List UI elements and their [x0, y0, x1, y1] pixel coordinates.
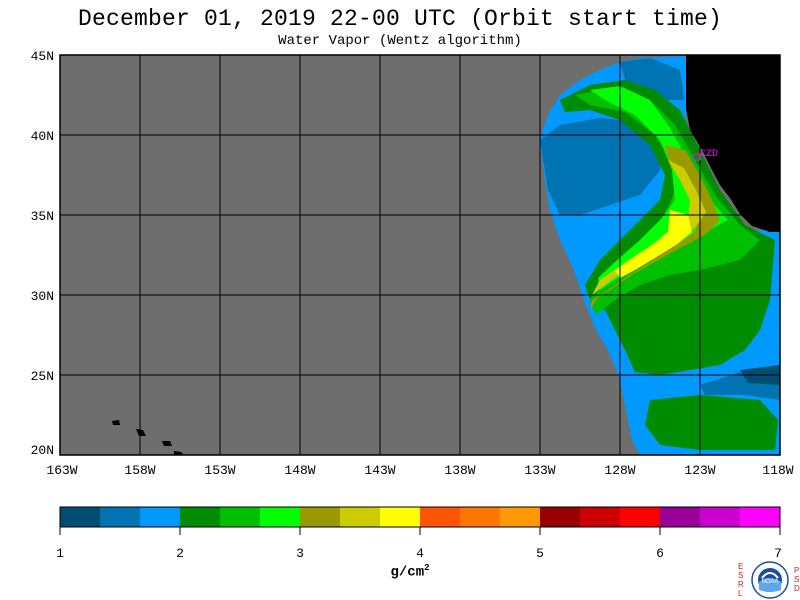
colorbar-cell — [100, 507, 141, 527]
lon-label-123w: 123W — [684, 463, 715, 478]
hawaii-island-maui — [162, 441, 172, 446]
logo-letter-d: D — [794, 584, 800, 593]
colorbar-cell — [140, 507, 181, 527]
logo-letter-p: P — [794, 566, 800, 575]
colorbar-label-7: 7 — [774, 546, 782, 561]
logo-letter-s: S — [738, 571, 744, 580]
colorbar-cell — [300, 507, 341, 527]
colorbar-label-5: 5 — [536, 546, 544, 561]
units-text: g/cm — [390, 564, 425, 581]
logo-letter-e: E — [738, 562, 744, 571]
lon-label-153w: 153W — [204, 463, 235, 478]
noaa-esrl-psd-logo: E S R L NOAA P S D — [736, 558, 800, 600]
colorbar-cell — [340, 507, 381, 527]
colorbar-cell — [620, 507, 661, 527]
colorbar-units: g/cm2 — [380, 563, 440, 581]
lon-label-118w: 118W — [762, 463, 793, 478]
hawaii-island-big — [174, 451, 184, 455]
lon-label-133w: 133W — [524, 463, 555, 478]
colorbar-label-4: 4 — [416, 546, 424, 561]
colorbar-label-3: 3 — [296, 546, 304, 561]
lon-labels: 163W 158W 153W 148W 143W 138W 133W 128W … — [46, 463, 793, 478]
swath-peak-vapor — [615, 210, 692, 278]
station-marker: CZD — [693, 149, 718, 161]
colorbar-cell — [580, 507, 621, 527]
swath-very-low-vapor — [540, 118, 660, 215]
lat-label-30: 30N — [31, 289, 54, 304]
water-vapor-field — [112, 55, 780, 455]
colorbar-cell — [380, 507, 421, 527]
colorbar-labels: 1 2 3 4 5 6 7 — [56, 546, 782, 561]
colorbar-ticks — [59, 527, 781, 535]
north-america-land — [686, 55, 780, 232]
swath-mid-vapor-south — [645, 395, 778, 450]
colorbar-cell — [460, 507, 501, 527]
colorbar-cell — [740, 507, 781, 527]
colorbar-cell — [260, 507, 301, 527]
logo-letter-r: R — [738, 580, 744, 589]
logo-letter-l: L — [738, 589, 743, 598]
lon-label-138w: 138W — [444, 463, 475, 478]
hawaii-island-kauai — [112, 420, 120, 425]
station-box — [693, 153, 701, 161]
noaa-emblem-icon: NOAA — [751, 561, 789, 599]
colorbar-cell — [220, 507, 261, 527]
lat-label-45: 45N — [31, 49, 54, 64]
colorbar-cell — [660, 507, 701, 527]
colorbar-cell — [420, 507, 461, 527]
lon-label-163w: 163W — [46, 463, 77, 478]
map-frame — [59, 54, 781, 456]
logo-center-text: NOAA — [761, 579, 778, 585]
lat-label-20: 20N — [31, 443, 54, 458]
colorbar-label-1: 1 — [56, 546, 64, 561]
map-title: December 01, 2019 22-00 UTC (Orbit start… — [77, 6, 723, 32]
lon-label-148w: 148W — [284, 463, 315, 478]
lon-label-128w: 128W — [604, 463, 635, 478]
units-exponent: 2 — [424, 563, 430, 573]
colorbar-cell — [500, 507, 541, 527]
colorbar-cell — [180, 507, 221, 527]
colorbar-cell — [60, 507, 101, 527]
lon-label-158w: 158W — [124, 463, 155, 478]
map-subtitle: Water Vapor (Wentz algorithm) — [278, 33, 522, 49]
colorbar-cell — [700, 507, 741, 527]
colorbar-label-2: 2 — [176, 546, 184, 561]
lon-label-143w: 143W — [364, 463, 395, 478]
logo-letter-s2: S — [794, 575, 800, 584]
swath-very-low-vapor-2 — [620, 58, 684, 100]
lat-labels: 45N 40N 35N 30N 25N 20N — [31, 49, 54, 458]
hawaii-island-oahu — [136, 429, 146, 436]
lat-label-35: 35N — [31, 209, 54, 224]
colorbar — [60, 507, 781, 527]
lat-label-40: 40N — [31, 129, 54, 144]
swath-mid-high-vapor — [575, 88, 760, 315]
swath-olive-vapor — [590, 145, 720, 310]
colorbar-label-6: 6 — [656, 546, 664, 561]
colorbar-cell — [540, 507, 581, 527]
station-label: CZD — [700, 149, 718, 160]
lat-lon-grid — [60, 55, 780, 455]
lat-label-25: 25N — [31, 369, 54, 384]
